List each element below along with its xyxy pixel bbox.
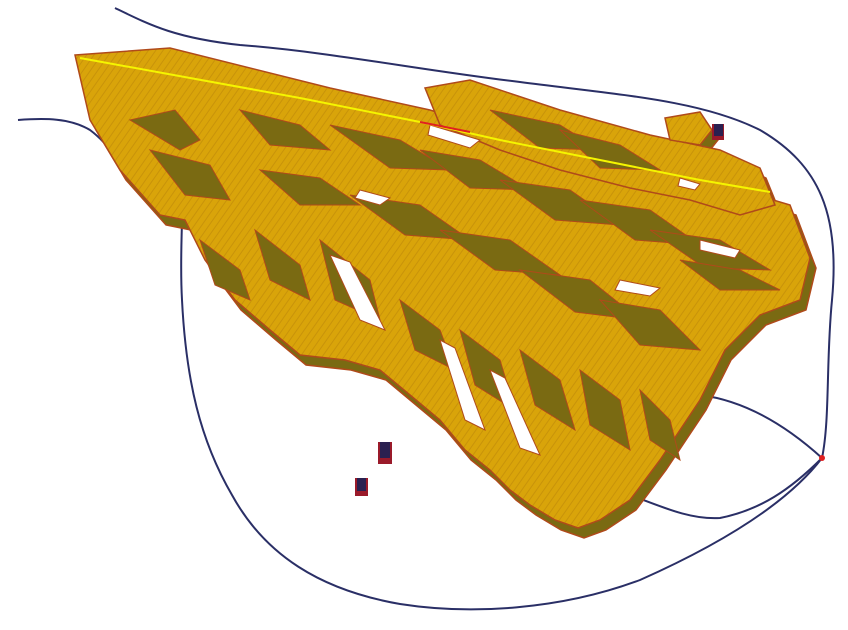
section-lines (79, 57, 825, 461)
red-marker (819, 455, 825, 461)
ore-body-top (74, 47, 811, 529)
right-lower-curve (629, 394, 824, 520)
isolated-blocks (355, 124, 724, 496)
red-section-line (419, 121, 471, 133)
isolated-block (378, 442, 392, 464)
ore-body (74, 47, 817, 539)
yellow-section-line (79, 57, 771, 193)
ore-body-gaps (329, 124, 741, 456)
isolated-block (712, 124, 724, 140)
isolated-block (355, 478, 368, 496)
